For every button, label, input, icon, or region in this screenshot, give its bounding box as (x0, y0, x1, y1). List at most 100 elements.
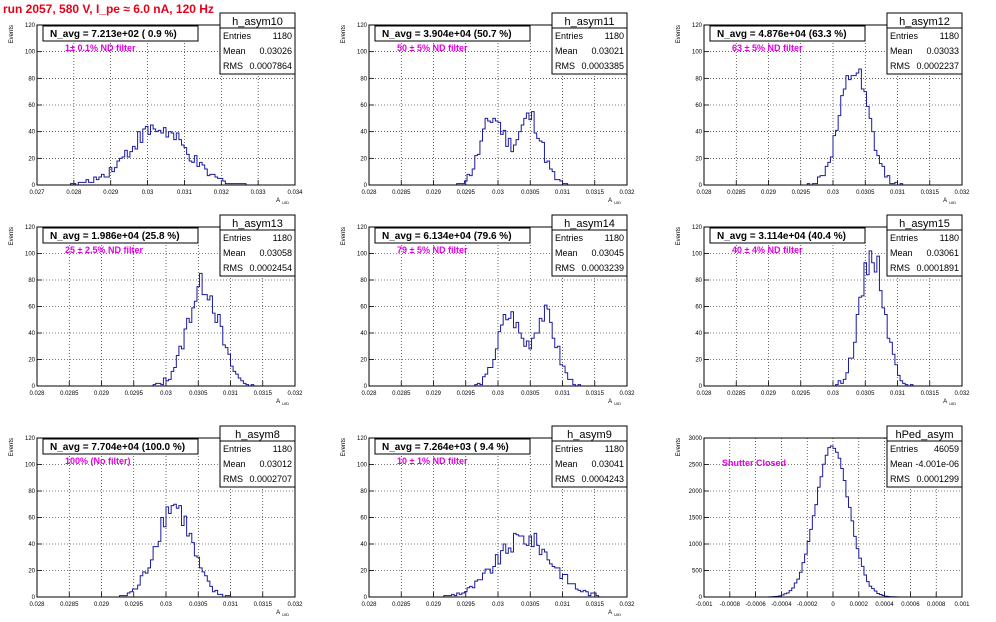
y-tick-label: 60 (360, 516, 367, 522)
stats-label: RMS (555, 263, 575, 273)
filter-note: 100% (No filter) (65, 456, 131, 466)
x-tick-label: 0.03 (142, 190, 154, 196)
stats-box (886, 229, 963, 277)
avg-box (374, 25, 531, 42)
histogram-line (37, 124, 295, 186)
x-tick-label: 0.03 (827, 391, 839, 397)
stats-label: Entries (223, 233, 252, 243)
histogram-name: h_asym11 (565, 16, 615, 28)
stats-box (551, 440, 628, 488)
x-tick-label: 0.028 (66, 190, 82, 196)
x-tick-label: 0.0305 (521, 190, 540, 196)
histogram-panel-h_asym15: 0.028 0.0285 0.029 0.0295 0.03 0.0305 0.031 0.0… (676, 214, 970, 406)
stats-label: Entries (223, 444, 252, 454)
filter-note: 40 ± 4% ND filter (732, 245, 803, 255)
stats-value: 0.0001891 (916, 263, 959, 273)
histogram-panel-h_asym9: 0.028 0.0285 0.029 0.0295 0.03 0.0305 0.031 0.0… (341, 425, 635, 617)
avg-box (374, 438, 531, 455)
y-tick-label: 80 (360, 489, 367, 495)
x-tick-label: 0.029 (426, 391, 442, 397)
x-tick-label: 0.028 (696, 190, 712, 196)
y-tick-label: 40 (360, 542, 367, 548)
x-axis-title-subscript: UID (282, 401, 289, 406)
y-tick-label: 0 (32, 384, 36, 390)
x-tick-label: 0.031 (890, 190, 906, 196)
filter-note: 1± 0.1% ND filter (65, 43, 136, 53)
x-tick-label: 0.0315 (586, 391, 605, 397)
x-tick-label: 0.034 (287, 190, 303, 196)
x-tick-label: 0.0008 (927, 602, 946, 608)
histogram-panel-h_asym12: 0.028 0.0285 0.029 0.0295 0.03 0.0305 0.031 0.0… (676, 12, 970, 205)
avg-box (709, 25, 866, 42)
y-tick-label: 20 (360, 156, 367, 162)
stats-label: Mean (223, 46, 246, 56)
x-tick-label: 0.029 (426, 190, 442, 196)
stats-label: Mean (890, 248, 913, 258)
y-tick-label: 120 (692, 225, 703, 231)
x-tick-label: 0.0295 (792, 190, 811, 196)
x-tick-label: 0.029 (426, 602, 442, 608)
histogram-name: h_asym10 (232, 16, 283, 28)
x-tick-label: 0.03 (492, 602, 504, 608)
y-tick-label: 120 (357, 225, 368, 231)
stats-value: -4.001e-06 (915, 459, 959, 469)
x-tick-label: 0.031 (177, 190, 193, 196)
avg-box (42, 227, 199, 244)
x-tick-label: 0.0295 (792, 391, 811, 397)
y-tick-label: 0 (699, 183, 703, 189)
y-tick-label: 120 (357, 436, 368, 442)
y-tick-label: 0 (699, 384, 703, 390)
plot-frame (36, 226, 296, 387)
stats-value: 1180 (273, 233, 292, 243)
stats-value: 0.03021 (591, 46, 624, 56)
x-tick-label: -0.0008 (720, 602, 741, 608)
y-tick-label: 500 (692, 569, 703, 575)
x-tick-label: 0.0295 (457, 391, 476, 397)
x-tick-label: 0.0315 (921, 391, 940, 397)
y-tick-label: 20 (360, 358, 367, 364)
filter-note: 79 ± 5% ND filter (397, 245, 468, 255)
x-tick-label: 0.0305 (189, 602, 208, 608)
y-tick-label: 20 (695, 358, 702, 364)
y-tick-label: 80 (28, 278, 35, 284)
histogram-line (369, 532, 627, 598)
x-tick-label: 0.031 (555, 391, 571, 397)
stats-box (219, 27, 296, 75)
x-tick-label: 0.032 (954, 190, 970, 196)
x-tick-label: 0.028 (361, 602, 377, 608)
histogram-name: h_asym14 (564, 218, 615, 230)
avg-text: N_avg = 3.904e+04 (50.7 %) (382, 29, 512, 40)
x-tick-label: 0.029 (761, 190, 777, 196)
run-title: run 2057, 580 V, I_pe ≈ 6.0 nA, 120 Hz (3, 2, 214, 16)
avg-text: N_avg = 4.876e+04 (63.3 %) (717, 29, 847, 40)
stats-label: RMS (223, 474, 243, 484)
y-tick-label: 40 (360, 331, 367, 337)
y-axis-title: Events (341, 227, 347, 245)
x-tick-label: 0.031 (890, 391, 906, 397)
x-axis-title-subscript: UID (282, 612, 289, 617)
stats-value: 1180 (273, 31, 292, 41)
x-tick-label: 0.031 (555, 602, 571, 608)
y-tick-label: 60 (28, 103, 35, 109)
stats-value: 1180 (605, 233, 624, 243)
x-tick-label: 0.0305 (856, 391, 875, 397)
x-tick-label: 0.0285 (392, 190, 411, 196)
y-tick-label: 20 (360, 569, 367, 575)
histogram-line (37, 503, 295, 598)
histogram-name: hPed_asym (895, 429, 953, 441)
histogram-panel-h_asym11: 0.028 0.0285 0.029 0.0295 0.03 0.0305 0.031 0.0… (341, 12, 635, 205)
avg-text: N_avg = 7.213e+02 ( 0.9 %) (50, 29, 177, 40)
y-tick-label: 100 (357, 463, 368, 469)
y-axis-title: Events (341, 25, 347, 43)
avg-text: N_avg = 7.264e+03 ( 9.4 %) (382, 442, 509, 453)
x-tick-label: 0.032 (287, 602, 303, 608)
x-tick-label: 0.032 (954, 391, 970, 397)
x-tick-label: 0.03 (492, 391, 504, 397)
x-tick-label: 0.0295 (457, 602, 476, 608)
stats-value: 1180 (273, 444, 292, 454)
x-tick-label: 0.0002 (850, 602, 869, 608)
y-tick-label: 0 (364, 595, 368, 601)
y-tick-label: 0 (699, 595, 703, 601)
plot-frame (368, 24, 628, 186)
